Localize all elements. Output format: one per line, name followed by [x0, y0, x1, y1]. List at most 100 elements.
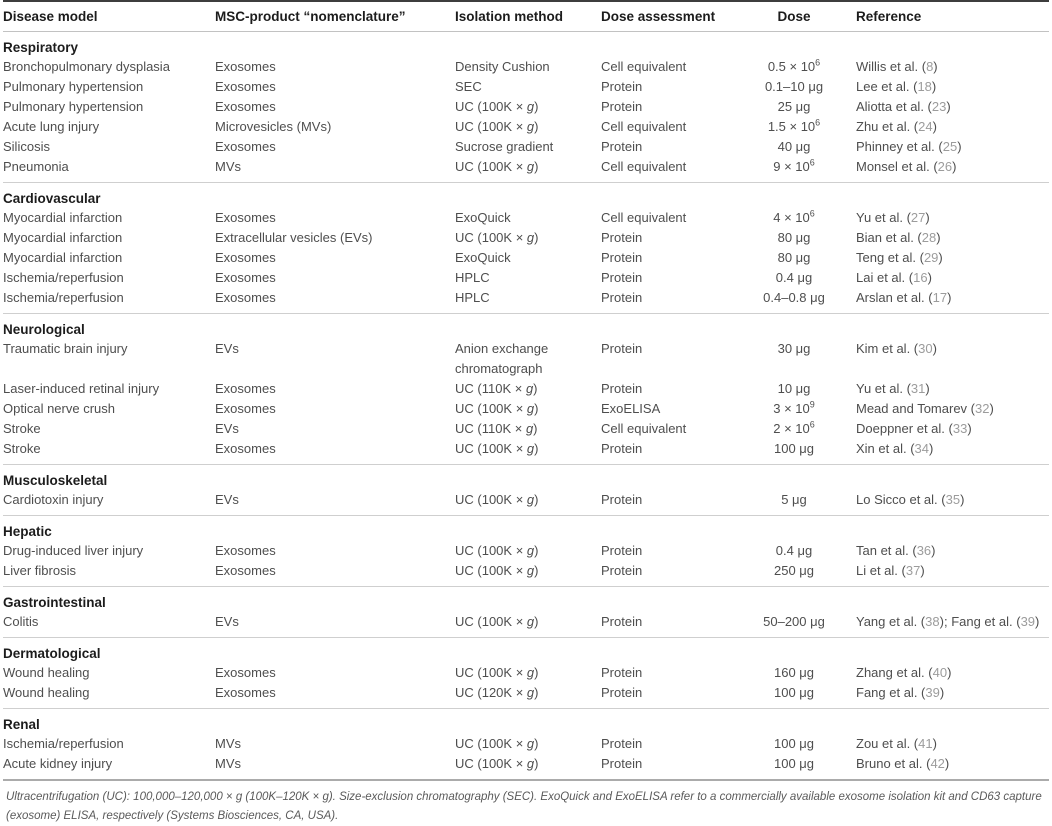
cell-msc-product: Exosomes: [215, 210, 276, 225]
cell-msc-product: Extracellular vesicles (EVs): [215, 230, 373, 245]
cell-isolation-method: UC (100K × g): [455, 119, 539, 134]
cell-dose-assessment: Protein: [601, 250, 643, 265]
cell-dose: 1.5 × 106: [767, 117, 821, 134]
cell-disease-model: Ischemia/reperfusion: [3, 736, 124, 751]
cell-isolation-method: UC (100K × g): [455, 563, 539, 578]
section-gastrointestinal: Gastrointestinal Colitis EVs UC (100K × g) P…: [3, 587, 1049, 638]
citation-number: 23: [931, 99, 947, 114]
citation-number: 40: [932, 665, 948, 680]
section-title: Gastrointestinal: [3, 595, 106, 610]
cell-reference: Willis et al. (8): [856, 59, 938, 74]
cell-isolation-method: UC (100K × g): [455, 401, 539, 416]
cell-dose-assessment: Protein: [601, 270, 643, 285]
section-renal: Renal Ischemia/reperfusion MVs UC (100K × g…: [3, 709, 1049, 779]
cell-reference: Yu et al. (31): [856, 381, 930, 396]
section-dermatological: Dermatological Wound healing Exosomes UC (1…: [3, 638, 1049, 709]
cell-msc-product: EVs: [215, 341, 239, 356]
table-row: Cardiotoxin injury EVs UC (100K × g) Protei…: [3, 490, 1049, 510]
cell-msc-product: Exosomes: [215, 59, 276, 74]
cell-reference: Mead and Tomarev (32): [856, 401, 994, 416]
cell-isolation-method: UC (120K × g): [455, 685, 539, 700]
cell-msc-product: Exosomes: [215, 139, 276, 154]
citation-number: 31: [910, 381, 926, 396]
cell-dose-assessment: Cell equivalent: [601, 210, 687, 225]
cell-isolation-method: UC (100K × g): [455, 441, 539, 456]
cell-isolation-method: UC (110K × g): [455, 381, 538, 396]
section-title: Dermatological: [3, 646, 101, 661]
cell-msc-product: Exosomes: [215, 563, 276, 578]
cell-disease-model: Traumatic brain injury: [3, 341, 128, 356]
cell-disease-model: Pulmonary hypertension: [3, 99, 144, 114]
cell-msc-product: Exosomes: [215, 401, 276, 416]
cell-msc-product: Exosomes: [215, 250, 276, 265]
cell-dose-assessment: Protein: [601, 492, 643, 507]
cell-disease-model: Myocardial infarction: [3, 230, 123, 245]
cell-disease-model: Wound healing: [3, 685, 90, 700]
cell-dose: 2 × 106: [773, 419, 815, 436]
citation-number: 29: [923, 250, 939, 265]
cell-msc-product: Exosomes: [215, 270, 276, 285]
cell-dose-assessment: Protein: [601, 563, 643, 578]
cell-reference: Lai et al. (16): [856, 270, 932, 285]
cell-reference: Zhu et al. (24): [856, 119, 937, 134]
cell-dose: 5 μg: [781, 492, 807, 507]
cell-dose: 0.4–0.8 μg: [763, 290, 825, 305]
cell-disease-model: Pulmonary hypertension: [3, 79, 144, 94]
cell-msc-product: Exosomes: [215, 381, 276, 396]
cell-dose: 10 μg: [777, 381, 811, 396]
table-row: Acute kidney injury MVs UC (100K × g) Prote…: [3, 754, 1049, 774]
cell-msc-product: Exosomes: [215, 441, 276, 456]
cell-reference: Xin et al. (34): [856, 441, 934, 456]
cell-isolation-method: UC (100K × g): [455, 736, 539, 751]
cell-reference: Bruno et al. (42): [856, 756, 950, 771]
cell-dose-assessment: Protein: [601, 230, 643, 245]
cell-reference: Aliotta et al. (23): [856, 99, 951, 114]
cell-msc-product: Exosomes: [215, 665, 276, 680]
cell-dose: 160 μg: [773, 665, 815, 680]
citation-number: 18: [917, 79, 932, 94]
citation-number: 32: [975, 401, 990, 416]
cell-disease-model: Cardiotoxin injury: [3, 492, 104, 507]
cell-dose: 80 μg: [777, 250, 811, 265]
cell-isolation-method: SEC: [455, 79, 482, 94]
cell-dose: 100 μg: [773, 685, 815, 700]
cell-reference: Teng et al. (29): [856, 250, 943, 265]
cell-dose: 30 μg: [777, 341, 811, 356]
cell-disease-model: Myocardial infarction: [3, 250, 123, 265]
cell-msc-product: MVs: [215, 159, 241, 174]
section-title: Neurological: [3, 322, 85, 337]
section-title: Hepatic: [3, 524, 52, 539]
cell-isolation-method: Density Cushion: [455, 59, 550, 74]
section-hepatic: Hepatic Drug-induced liver injury Exosomes…: [3, 516, 1049, 587]
cell-msc-product: EVs: [215, 421, 239, 436]
table-row: Stroke Exosomes UC (100K × g) Protein 100 μg…: [3, 439, 1049, 459]
cell-dose: 50–200 μg: [763, 614, 825, 629]
cell-dose: 0.1–10 μg: [764, 79, 824, 94]
dose-exponent: 9: [809, 399, 815, 410]
cell-msc-product: Exosomes: [215, 79, 276, 94]
table-row: Myocardial infarction Exosomes ExoQuick Cel…: [3, 208, 1049, 228]
cell-reference: Yu et al. (27): [856, 210, 930, 225]
cell-dose: 80 μg: [777, 230, 811, 245]
table-row: Optical nerve crush Exosomes UC (100K × g)…: [3, 399, 1049, 419]
cell-reference: Yang et al. (38); Fang et al. (39): [856, 614, 1040, 629]
cell-reference: Zhang et al. (40): [856, 665, 952, 680]
cell-msc-product: EVs: [215, 492, 239, 507]
citation-number: 41: [918, 736, 933, 751]
data-table: Disease model MSC-product “nomenclature”…: [3, 0, 1049, 781]
section-title: Renal: [3, 717, 40, 732]
cell-dose-assessment: Protein: [601, 290, 643, 305]
cell-dose: 3 × 109: [773, 399, 815, 416]
citation-number: 38: [925, 614, 940, 629]
section-title: Respiratory: [3, 40, 79, 55]
citation-number: 39: [925, 685, 940, 700]
cell-dose-assessment: Protein: [601, 441, 643, 456]
citation-number: 35: [945, 492, 961, 507]
cell-dose-assessment: Protein: [601, 736, 643, 751]
table-row: Colitis EVs UC (100K × g) Protein 50–200 μg Y…: [3, 612, 1049, 632]
citation-number: 30: [918, 341, 933, 356]
dose-exponent: 6: [809, 208, 815, 219]
column-header-msc-product: MSC-product “nomenclature”: [215, 9, 406, 24]
cell-dose: 100 μg: [773, 736, 815, 751]
